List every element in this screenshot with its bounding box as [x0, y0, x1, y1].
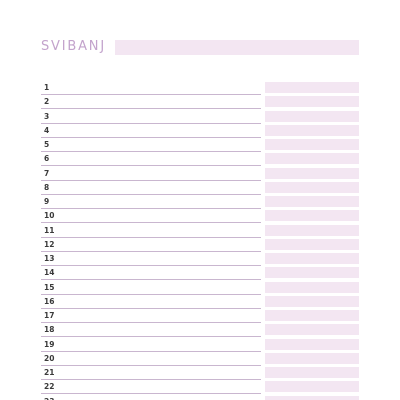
- day-row: 8: [0, 181, 400, 195]
- writing-line[interactable]: [41, 236, 261, 238]
- month-title: SVIBANJ: [41, 39, 106, 54]
- writing-line[interactable]: [41, 122, 261, 124]
- day-note-cell[interactable]: [265, 224, 359, 236]
- day-row: 1: [0, 81, 400, 95]
- writing-line[interactable]: [41, 136, 261, 138]
- day-number: 11: [44, 225, 55, 235]
- writing-line[interactable]: [41, 322, 261, 323]
- day-number: 19: [44, 339, 55, 349]
- day-note-cell[interactable]: [265, 210, 359, 222]
- day-row: 4: [0, 124, 400, 138]
- day-number: 18: [44, 325, 55, 335]
- day-number: 8: [44, 182, 50, 192]
- writing-line[interactable]: [41, 265, 261, 266]
- day-number: 12: [44, 239, 55, 249]
- writing-line[interactable]: [41, 151, 261, 152]
- day-note-cell[interactable]: [265, 96, 359, 108]
- day-note-cell[interactable]: [265, 167, 359, 179]
- day-row: 12: [0, 238, 400, 252]
- day-row: 21: [0, 366, 400, 380]
- writing-line[interactable]: [41, 364, 261, 366]
- writing-line[interactable]: [41, 94, 261, 95]
- title-highlight-bar: [115, 40, 359, 55]
- day-row: 22: [0, 380, 400, 395]
- day-note-cell[interactable]: [265, 324, 359, 336]
- day-note-cell[interactable]: [265, 381, 359, 393]
- day-number: 22: [44, 382, 55, 392]
- writing-line[interactable]: [41, 293, 261, 295]
- day-row: 14: [0, 266, 400, 281]
- writing-line[interactable]: [41, 307, 261, 309]
- day-row: 19: [0, 338, 400, 352]
- day-row: 6: [0, 152, 400, 167]
- day-number: 21: [44, 368, 55, 377]
- day-row: 10: [0, 209, 400, 224]
- day-number: 7: [44, 168, 50, 178]
- day-note-cell[interactable]: [265, 153, 359, 165]
- day-row: 15: [0, 281, 400, 295]
- day-row: 3: [0, 110, 400, 124]
- day-number: 16: [44, 296, 55, 306]
- day-note-cell[interactable]: [265, 338, 359, 350]
- writing-line[interactable]: [41, 193, 261, 195]
- day-note-cell[interactable]: [265, 267, 359, 279]
- day-number: 20: [44, 353, 55, 363]
- day-number: 5: [44, 140, 50, 149]
- day-row: 18: [0, 323, 400, 338]
- day-number: 14: [44, 268, 55, 278]
- day-row: 2: [0, 95, 400, 110]
- day-number: 23: [44, 397, 54, 400]
- writing-line[interactable]: [41, 179, 261, 181]
- writing-line[interactable]: [41, 222, 261, 224]
- day-number: 9: [44, 197, 50, 206]
- day-note-cell[interactable]: [265, 82, 359, 93]
- day-note-cell[interactable]: [265, 124, 359, 136]
- writing-line[interactable]: [41, 379, 261, 380]
- day-row: 23: [0, 395, 400, 400]
- day-note-cell[interactable]: [265, 395, 359, 400]
- day-number: 15: [44, 282, 55, 292]
- day-number: 6: [44, 154, 50, 164]
- day-note-cell[interactable]: [265, 253, 359, 264]
- writing-line[interactable]: [41, 279, 261, 281]
- writing-line[interactable]: [41, 108, 261, 110]
- day-number: 3: [44, 111, 50, 121]
- day-number: 1: [44, 83, 50, 92]
- writing-line[interactable]: [41, 165, 261, 167]
- day-note-cell[interactable]: [265, 181, 359, 193]
- day-row: 7: [0, 167, 400, 181]
- writing-line[interactable]: [41, 208, 261, 209]
- day-note-cell[interactable]: [265, 352, 359, 364]
- day-number: 13: [44, 254, 55, 263]
- writing-line[interactable]: [41, 336, 261, 338]
- day-number: 10: [44, 211, 55, 221]
- day-note-cell[interactable]: [265, 238, 359, 250]
- writing-line[interactable]: [41, 350, 261, 352]
- day-row: 17: [0, 309, 400, 323]
- day-number: 2: [44, 97, 50, 107]
- writing-line[interactable]: [41, 393, 261, 395]
- day-number: 17: [44, 311, 55, 320]
- day-row: 5: [0, 138, 400, 152]
- day-row: 9: [0, 195, 400, 209]
- day-row: 16: [0, 295, 400, 309]
- writing-line[interactable]: [41, 250, 261, 252]
- day-number: 4: [44, 125, 50, 135]
- day-row: 11: [0, 224, 400, 238]
- day-note-cell[interactable]: [265, 367, 359, 378]
- day-note-cell[interactable]: [265, 310, 359, 321]
- day-row: 13: [0, 252, 400, 266]
- day-note-cell[interactable]: [265, 110, 359, 122]
- day-note-cell[interactable]: [265, 295, 359, 307]
- day-note-cell[interactable]: [265, 196, 359, 207]
- day-row: 20: [0, 352, 400, 366]
- day-note-cell[interactable]: [265, 139, 359, 150]
- day-note-cell[interactable]: [265, 281, 359, 293]
